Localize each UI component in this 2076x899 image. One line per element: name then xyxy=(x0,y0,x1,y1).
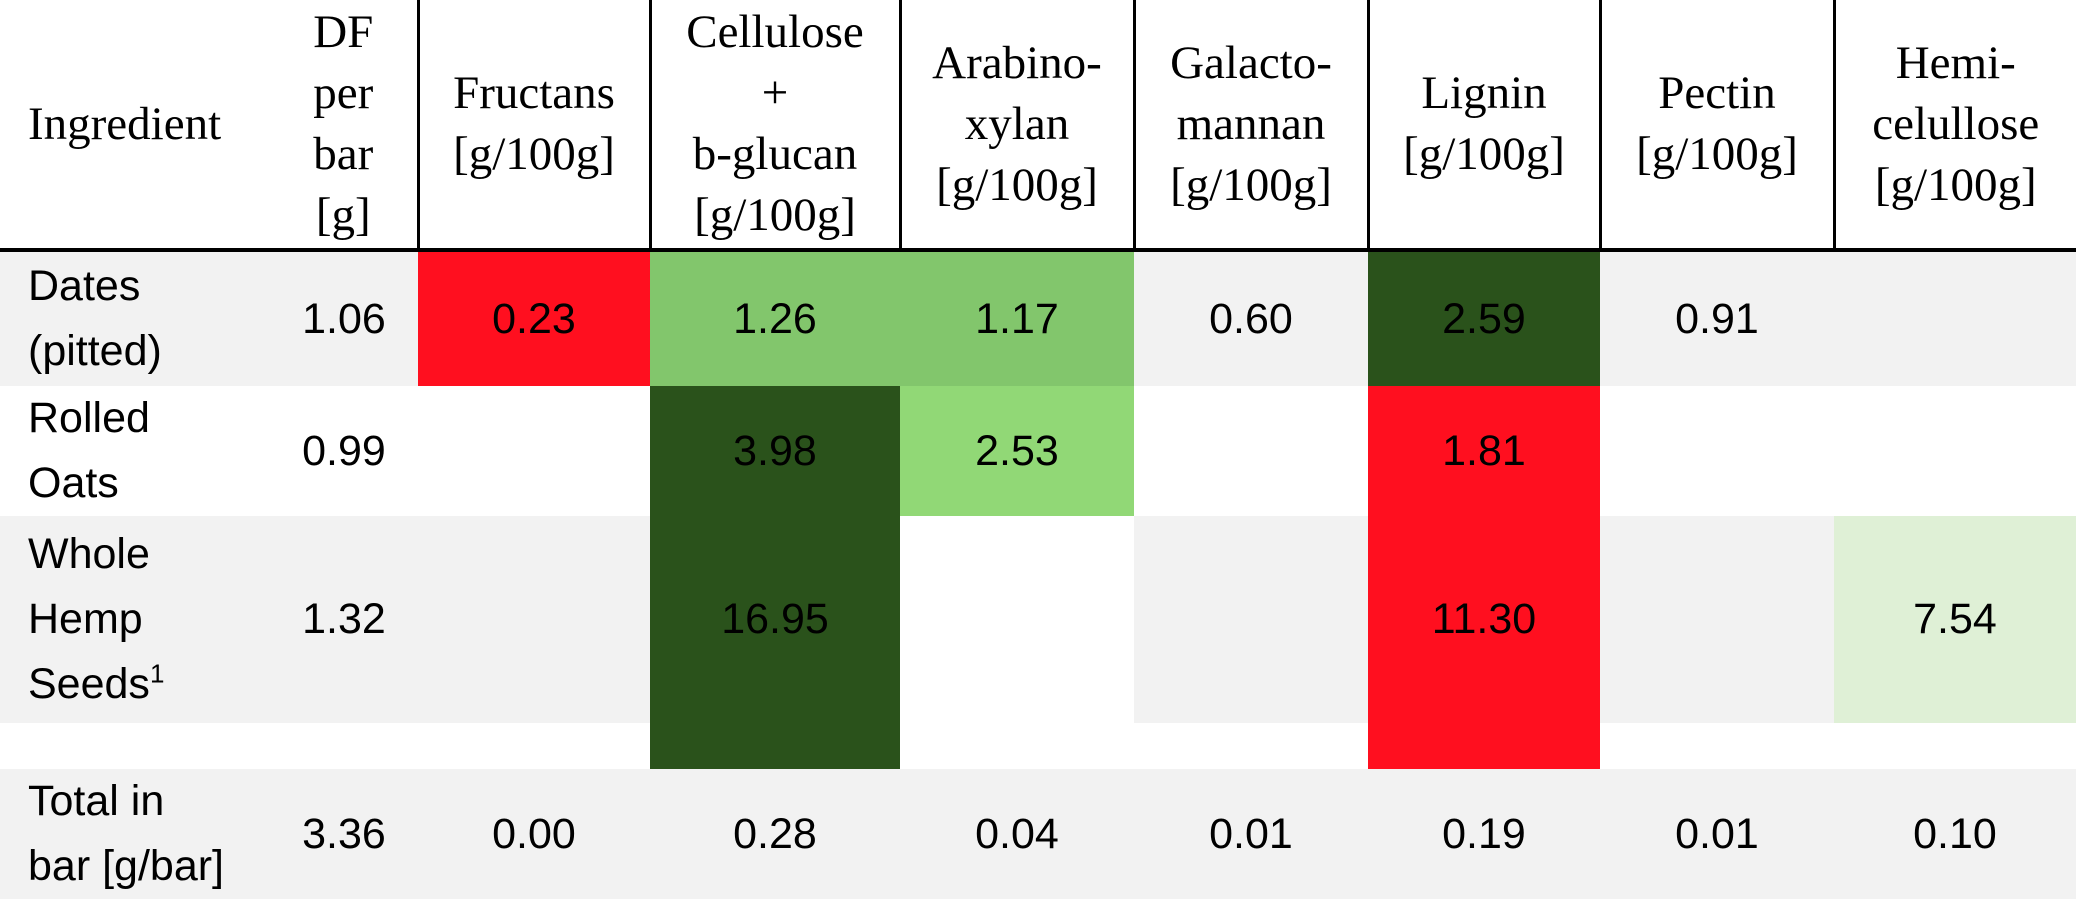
cell-hemp-arabinoxylan xyxy=(900,516,1134,723)
cell-dates-arabinoxylan: 1.17 xyxy=(900,250,1134,386)
cell-total-cellulose: 0.28 xyxy=(650,769,900,899)
header-galactomannan-line1: Galacto- xyxy=(1170,36,1332,89)
cell-total-galactomannan: 0.01 xyxy=(1134,769,1368,899)
header-df-line1: DF xyxy=(313,6,374,58)
header-pectin: Pectin [g/100g] xyxy=(1598,0,1834,252)
row-label-total: Total in bar [g/bar] xyxy=(0,769,270,899)
header-cellulose-line3: b-glucan xyxy=(692,128,858,180)
header-lignin: Lignin [g/100g] xyxy=(1366,0,1600,252)
cell-total-lignin: 0.19 xyxy=(1368,769,1600,899)
spacer-cell xyxy=(900,723,1134,769)
cell-total-pectin: 0.01 xyxy=(1600,769,1834,899)
header-lignin-line1: Lignin xyxy=(1421,67,1547,119)
header-df-line2: per xyxy=(313,67,374,119)
header-row: Ingredient DF per bar [g] Fructans [g/10… xyxy=(0,0,2076,252)
header-arabinoxylan-line2: xylan xyxy=(964,97,1070,150)
cell-total-hemicellulose: 0.10 xyxy=(1834,769,2076,899)
header-df-per-bar: DF per bar [g] xyxy=(270,0,418,252)
row-label-hemp: Whole Hemp Seeds1 xyxy=(0,516,270,723)
header-df-line4: [g] xyxy=(315,189,371,241)
cell-hemp-galactomannan xyxy=(1134,516,1368,723)
header-cellulose-line1: Cellulose xyxy=(686,6,864,58)
spacer-cell xyxy=(270,723,418,769)
row-label-hemp-line3: Seeds xyxy=(28,660,150,708)
row-label-total-line1: Total in xyxy=(28,777,165,825)
header-cellulose-bglucan: Cellulose + b-glucan [g/100g] xyxy=(648,0,900,252)
spacer-cell xyxy=(650,723,900,769)
header-arabinoxylan-line1: Arabino- xyxy=(932,36,1102,89)
header-arabinoxylan: Arabino- xylan [g/100g] xyxy=(898,0,1134,252)
spacer-row xyxy=(0,723,2076,769)
cell-hemp-df: 1.32 xyxy=(270,516,418,723)
table-row-total: Total in bar [g/bar] 3.36 0.00 0.28 0.04… xyxy=(0,769,2076,899)
header-df-line3: bar xyxy=(313,128,374,180)
row-label-hemp-line2: Hemp xyxy=(28,595,143,643)
table-row-hemp: Whole Hemp Seeds1 1.32 16.95 11.30 7.54 xyxy=(0,516,2076,723)
header-hemicellulose-line1: Hemi- xyxy=(1895,36,2016,89)
cell-dates-fructans: 0.23 xyxy=(418,250,650,386)
header-fructans-line2: [g/100g] xyxy=(453,128,615,180)
cell-hemp-hemicellulose: 7.54 xyxy=(1834,516,2076,723)
cell-total-fructans: 0.00 xyxy=(418,769,650,899)
cell-dates-pectin: 0.91 xyxy=(1600,250,1834,386)
row-label-total-line2: bar [g/bar] xyxy=(28,842,224,890)
cell-oats-cellulose: 3.98 xyxy=(650,386,900,516)
table-row-oats: Rolled Oats 0.99 3.98 2.53 1.81 xyxy=(0,386,2076,516)
cell-hemp-lignin: 11.30 xyxy=(1368,516,1600,723)
cell-dates-hemicellulose xyxy=(1834,250,2076,386)
header-pectin-line2: [g/100g] xyxy=(1636,128,1798,180)
cell-oats-galactomannan xyxy=(1134,386,1368,516)
header-ingredient: Ingredient xyxy=(0,0,270,252)
cell-oats-arabinoxylan: 2.53 xyxy=(900,386,1134,516)
spacer-cell xyxy=(1134,723,1368,769)
spacer-cell xyxy=(0,723,270,769)
header-arabinoxylan-line3: [g/100g] xyxy=(936,158,1098,211)
cell-total-df: 3.36 xyxy=(270,769,418,899)
cell-oats-hemicellulose xyxy=(1834,386,2076,516)
header-galactomannan-line2: mannan xyxy=(1176,97,1326,150)
table-row-dates: Dates (pitted) 1.06 0.23 1.26 1.17 0.60 … xyxy=(0,250,2076,386)
row-label-oats-line1: Rolled xyxy=(28,394,150,442)
row-label-dates-line2: (pitted) xyxy=(28,327,162,375)
cell-dates-lignin: 2.59 xyxy=(1368,250,1600,386)
row-label-oats: Rolled Oats xyxy=(0,386,270,516)
header-fructans-line1: Fructans xyxy=(453,67,615,119)
row-label-hemp-line1: Whole xyxy=(28,530,150,578)
cell-oats-df: 0.99 xyxy=(270,386,418,516)
row-label-dates: Dates (pitted) xyxy=(0,250,270,386)
header-hemicellulose-line2: celullose xyxy=(1872,97,2040,150)
header-galactomannan: Galacto- mannan [g/100g] xyxy=(1132,0,1368,252)
cell-oats-fructans xyxy=(418,386,650,516)
cell-hemp-cellulose: 16.95 xyxy=(650,516,900,723)
spacer-cell xyxy=(1368,723,1600,769)
spacer-cell xyxy=(1834,723,2076,769)
row-label-dates-line1: Dates xyxy=(28,262,141,310)
header-galactomannan-line3: [g/100g] xyxy=(1170,158,1332,211)
cell-hemp-pectin xyxy=(1600,516,1834,723)
cell-hemp-fructans xyxy=(418,516,650,723)
cell-total-arabinoxylan: 0.04 xyxy=(900,769,1134,899)
header-cellulose-line4: [g/100g] xyxy=(694,189,856,241)
footnote-marker: 1 xyxy=(149,658,165,689)
cell-dates-cellulose: 1.26 xyxy=(650,250,900,386)
cell-dates-galactomannan: 0.60 xyxy=(1134,250,1368,386)
header-fructans: Fructans [g/100g] xyxy=(416,0,650,252)
cell-dates-df: 1.06 xyxy=(270,250,418,386)
header-hemicellulose: Hemi- celullose [g/100g] xyxy=(1832,0,2076,252)
cell-oats-lignin: 1.81 xyxy=(1368,386,1600,516)
header-pectin-line1: Pectin xyxy=(1658,67,1776,119)
cell-oats-pectin xyxy=(1600,386,1834,516)
spacer-cell xyxy=(1600,723,1834,769)
header-hemicellulose-line3: [g/100g] xyxy=(1874,158,2037,211)
header-cellulose-line2: + xyxy=(761,67,789,119)
spacer-cell xyxy=(418,723,650,769)
row-label-oats-line2: Oats xyxy=(28,459,119,507)
header-lignin-line2: [g/100g] xyxy=(1403,128,1565,180)
